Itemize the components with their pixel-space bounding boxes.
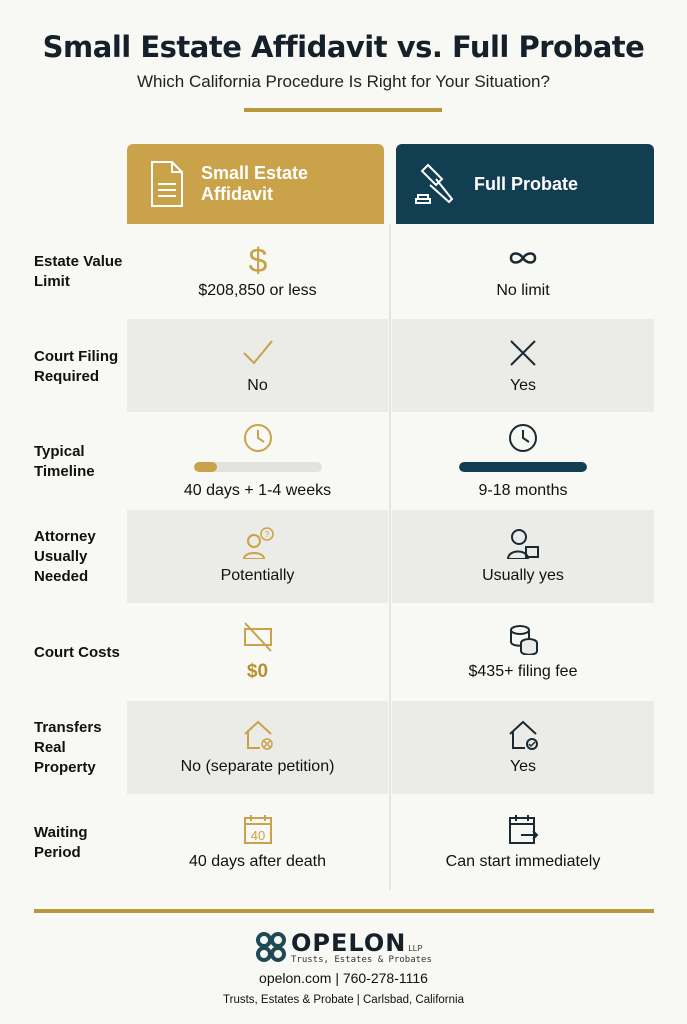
logo-name: OPELON (291, 929, 407, 957)
logo-tagline: Trusts, Estates & Probates (291, 955, 432, 965)
location-info: Trusts, Estates & Probate | Carlsbad, Ca… (223, 994, 464, 1006)
left-value: Potentially (220, 567, 295, 585)
x-icon (510, 340, 536, 366)
right-cell: 9-18 months (392, 415, 654, 508)
clock-icon (509, 424, 537, 453)
left-cell: No (127, 319, 388, 413)
infinity-icon (509, 251, 537, 264)
left-value: 40 days + 1-4 weeks (183, 482, 332, 500)
left-cell: $0 (127, 605, 388, 698)
column-divider (389, 224, 391, 890)
right-value: $435+ filing fee (468, 662, 578, 680)
logo-knot-icon (256, 932, 286, 962)
comparison-row: Attorney Usually Needed? Potentially Usual… (0, 509, 687, 605)
left-value: 40 days after death (189, 853, 326, 871)
right-cell: Usually yes (392, 509, 654, 603)
footer-divider (34, 909, 654, 913)
left-cell: ? Potentially (127, 509, 388, 603)
right-cell: $435+ filing fee (392, 605, 654, 698)
row-label: Estate Value Limit (34, 252, 123, 290)
comparison-row: Typical Timeline 40 days + 1-4 weeks 9-18 … (0, 415, 687, 510)
left-value: No (separate petition) (180, 758, 335, 775)
svg-text:$: $ (248, 242, 267, 274)
comparison-row: Estate Value Limit $ $208,850 or less No li… (0, 224, 687, 319)
row-label: Typical Timeline (34, 443, 95, 481)
timeline-progress-bar (193, 462, 322, 473)
header-small-estate-line1: Small Estate (201, 163, 309, 183)
right-value: Yes (509, 376, 537, 394)
check-icon (242, 340, 273, 365)
svg-text:40: 40 (250, 828, 264, 843)
row-label: Court Costs (34, 643, 120, 661)
left-cell: 40 40 days after death (127, 796, 388, 889)
left-value: No (247, 376, 268, 394)
left-value: $208,850 or less (198, 281, 317, 299)
page-subtitle: Which California Procedure Is Right for … (137, 72, 550, 91)
row-label: Attorney Usually Needed (34, 528, 96, 586)
no-money-icon (243, 622, 272, 652)
left-cell: No (separate petition) (127, 700, 388, 794)
timeline-progress-bar (459, 462, 587, 473)
left-value: $0 (246, 660, 269, 682)
header-full-probate-label: Full Probate (474, 173, 579, 194)
right-value: Usually yes (482, 567, 564, 585)
right-cell: Yes (392, 700, 654, 794)
person-question-icon: ? (242, 527, 274, 560)
right-value: Can start immediately (445, 853, 601, 871)
logo-suffix: LLP (408, 944, 423, 953)
right-value: 9-18 months (478, 482, 568, 500)
contact-info: opelon.com | 760-278-1116 (259, 970, 428, 986)
calendar-arrow-icon (509, 815, 539, 845)
right-cell: No limit (392, 224, 654, 317)
house-x-icon (243, 720, 273, 750)
person-briefcase-icon (507, 529, 539, 560)
comparison-row: Court Costs $0 $435+ filing fee (0, 605, 687, 700)
row-label: Waiting Period (34, 824, 88, 862)
page-title: Small Estate Affidavit vs. Full Probate (42, 30, 645, 64)
clock-icon (243, 424, 272, 453)
right-cell: Can start immediately (392, 796, 654, 889)
header-small-estate: Small Estate Affidavit (127, 144, 384, 224)
document-icon (151, 161, 183, 207)
left-cell: 40 days + 1-4 weeks (127, 415, 388, 508)
comparison-row: Waiting Period 40 40 days after death Can s… (0, 796, 687, 891)
right-value: Yes (509, 758, 537, 775)
header-full-probate: Full Probate (396, 144, 654, 224)
comparison-row: Court Filing Required No Yes (0, 319, 687, 414)
opelon-logo: OPELON LLP Trusts, Estates & Probates (255, 929, 432, 965)
title-divider (244, 108, 442, 112)
svg-text:?: ? (264, 530, 269, 539)
calendar-40-icon: 40 (243, 815, 272, 845)
header-small-estate-line2: Affidavit (201, 184, 273, 204)
coins-icon (510, 624, 538, 655)
row-label: Transfers Real Property (34, 719, 102, 776)
row-label: Court Filing Required (34, 347, 119, 385)
dollar-icon: $ (248, 242, 267, 274)
gavel-icon (415, 163, 454, 204)
house-check-icon (509, 720, 538, 750)
right-cell: Yes (392, 319, 654, 413)
left-cell: $ $208,850 or less (127, 224, 388, 317)
comparison-row: Transfers Real Property No (separate peti… (0, 700, 687, 796)
right-value: No limit (496, 281, 550, 299)
